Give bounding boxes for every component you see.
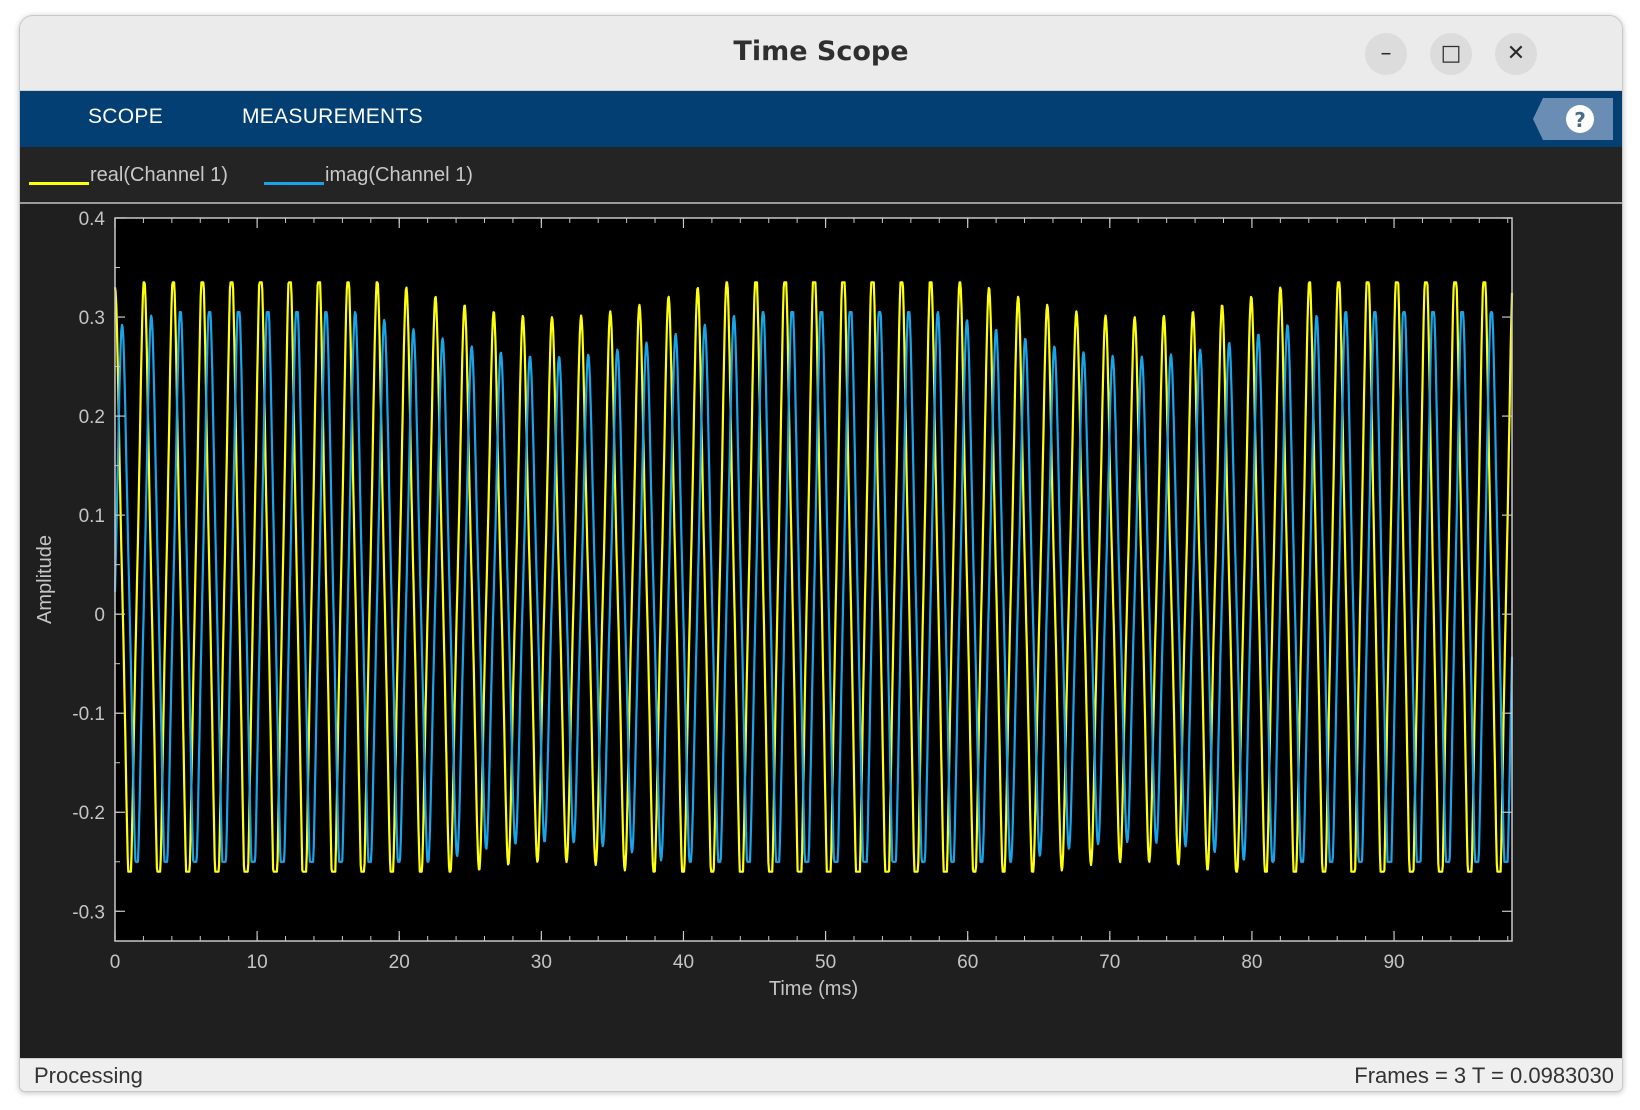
window-title: Time Scope — [733, 36, 909, 67]
y-tick-label: 0.2 — [79, 407, 105, 428]
legend-real-label[interactable]: real(Channel 1) — [90, 164, 228, 186]
x-tick-label: 30 — [531, 952, 552, 973]
y-tick-label: -0.1 — [72, 704, 105, 725]
y-tick-label: -0.2 — [72, 803, 105, 824]
time-scope-chart[interactable]: 0.4 0.3 0.2 0.1 0 -0.1 -0.2 -0.3 0 10 20 30 40 50 60 70… — [20, 204, 1622, 1058]
legend-imag-swatch — [264, 182, 324, 185]
minimize-button[interactable]: – — [1365, 33, 1407, 75]
title-bar: Time Scope – □ ✕ — [20, 16, 1622, 91]
y-tick-label: -0.3 — [72, 902, 105, 923]
x-tick-label: 40 — [673, 952, 694, 973]
y-tick-label: 0.4 — [79, 209, 106, 230]
y-axis-label: Amplitude — [34, 535, 56, 624]
toolstrip: SCOPE MEASUREMENTS ? — [20, 91, 1622, 147]
close-button[interactable]: ✕ — [1495, 33, 1537, 75]
x-tick-label: 10 — [247, 952, 268, 973]
help-glyph: ? — [1574, 108, 1586, 132]
series-line-imag — [113, 311, 1514, 863]
x-tick-label: 50 — [815, 952, 836, 973]
x-tick-label: 0 — [110, 952, 121, 973]
legend-bar: real(Channel 1) imag(Channel 1) — [20, 147, 1622, 204]
x-axis-label: Time (ms) — [769, 978, 858, 1000]
maximize-button[interactable]: □ — [1430, 33, 1472, 75]
axes-frame — [114, 217, 1513, 942]
legend-imag-label[interactable]: imag(Channel 1) — [325, 164, 473, 186]
legend-real-swatch — [29, 182, 89, 185]
y-tick-label: 0.3 — [79, 308, 105, 329]
tab-measurements[interactable]: MEASUREMENTS — [242, 105, 423, 128]
time-scope-window: Time Scope – □ ✕ SCOPE MEASUREMENTS ? re… — [19, 15, 1623, 1092]
x-tick-label: 70 — [1099, 952, 1120, 973]
plot-area: 0.4 0.3 0.2 0.1 0 -0.1 -0.2 -0.3 0 10 20 30 40 50 60 70… — [20, 204, 1622, 1058]
help-icon — [1566, 105, 1594, 133]
status-bar: Processing Frames = 3 T = 0.0983030 — [20, 1058, 1622, 1091]
help-button[interactable]: ? — [1533, 98, 1613, 140]
tab-scope[interactable]: SCOPE — [88, 105, 164, 128]
y-tick-label: 0 — [94, 605, 105, 626]
series-line-real — [113, 281, 1514, 873]
x-tick-label: 20 — [389, 952, 410, 973]
frames-time-readout: Frames = 3 T = 0.0983030 — [1354, 1063, 1614, 1088]
y-tick-label: 0.1 — [79, 506, 105, 527]
x-tick-label: 60 — [957, 952, 978, 973]
x-tick-label: 90 — [1383, 952, 1404, 973]
x-tick-label: 80 — [1241, 952, 1262, 973]
status-text: Processing — [34, 1063, 143, 1088]
